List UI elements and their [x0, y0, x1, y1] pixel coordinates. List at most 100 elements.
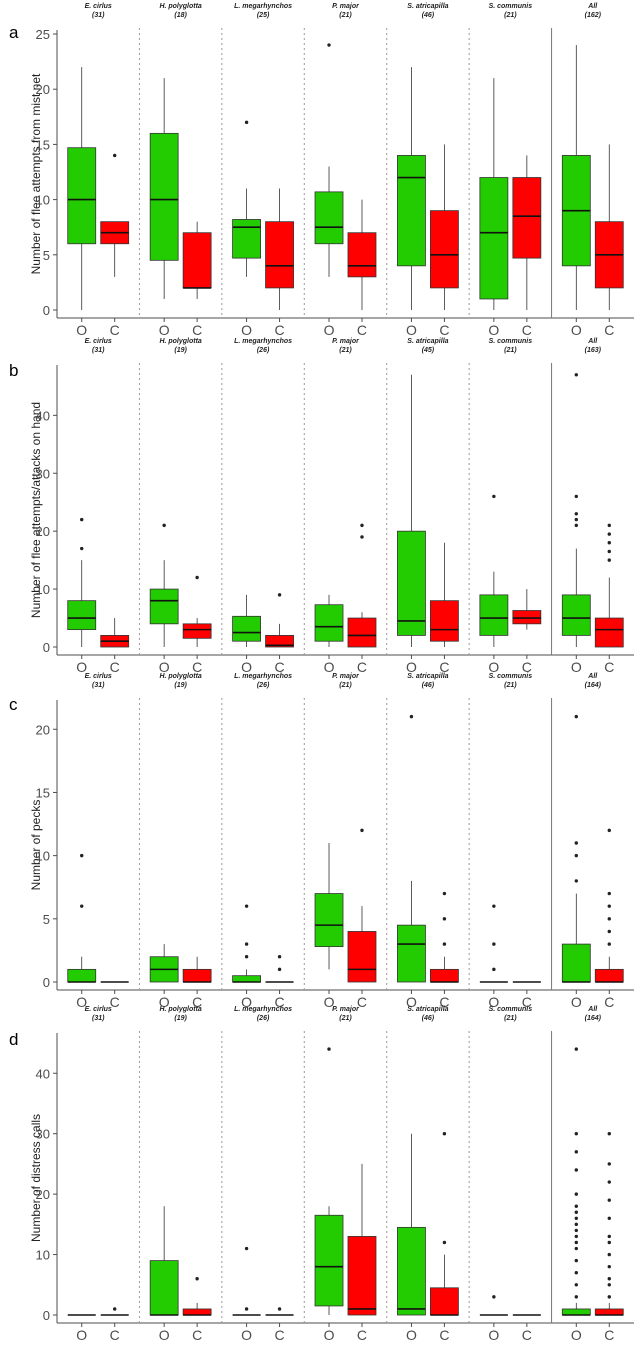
facet-p--major: P. major (21) O C: [303, 673, 377, 1010]
box-o: [397, 155, 426, 267]
box-o: [397, 924, 426, 983]
facet-e--cirlus: E. cirlus (31) O C: [67, 673, 129, 1010]
outlier-point: [607, 1131, 611, 1136]
species-name: L. megarhynchos: [234, 338, 292, 345]
box-o: [561, 943, 591, 983]
y-tick-label: 10: [36, 849, 50, 864]
box-c: [347, 232, 377, 278]
species-name: S. atricapilla: [407, 673, 448, 680]
y-tick-label: 0: [43, 1308, 50, 1323]
species-count: (21): [339, 1015, 352, 1022]
y-tick-label: 20: [36, 722, 50, 737]
species-name: All: [587, 673, 598, 680]
facet-h--polyglotta: H. polyglotta (18) O C: [138, 3, 212, 338]
outlier-point: [113, 1307, 117, 1311]
facet-l--megarhynchos: L. megarhynchos (26) O C: [221, 1006, 294, 1343]
outlier-point: [492, 904, 496, 908]
outlier-point: [574, 714, 578, 719]
species-count: (21): [504, 682, 517, 689]
outlier-point: [113, 153, 117, 158]
x-tick-label: O: [324, 659, 335, 675]
x-tick-label: O: [571, 994, 582, 1010]
x-tick-label: C: [604, 994, 614, 1010]
x-tick-label: C: [522, 1327, 532, 1343]
outlier-point: [80, 853, 84, 858]
outlier-point: [607, 1234, 611, 1239]
x-tick-label: C: [604, 659, 614, 675]
y-tick-label: 20: [36, 524, 50, 539]
outlier-point: [574, 1283, 578, 1287]
y-tick-label: 20: [36, 82, 50, 97]
outlier-point: [277, 967, 282, 972]
species-count: (31): [92, 347, 105, 354]
box-o: [397, 1226, 426, 1316]
species-name: H. polyglotta: [159, 673, 201, 680]
y-tick-label: 15: [36, 785, 50, 800]
y-axis-label: Number of distress calls: [29, 1114, 43, 1242]
species-name: All: [587, 338, 598, 345]
x-tick-label: C: [439, 322, 449, 338]
x-tick-label: C: [522, 659, 532, 675]
x-tick-label: O: [406, 1327, 417, 1343]
outlier-point: [442, 1240, 447, 1245]
species-name: E. cirlus: [85, 1006, 112, 1013]
facet-e--cirlus: E. cirlus (31) O C: [67, 3, 130, 338]
y-tick-label: 15: [36, 137, 50, 152]
box-o: [232, 615, 261, 642]
facet-s--communis: S. communis (21) O C: [468, 673, 541, 1010]
y-tick-label: 5: [43, 912, 50, 927]
y-tick-label: 30: [36, 1127, 50, 1142]
species-count: (162): [585, 12, 602, 19]
outlier-point: [360, 523, 364, 528]
species-name: S. communis: [489, 673, 533, 680]
species-count: (19): [174, 682, 187, 689]
box-o: [314, 893, 344, 948]
outlier-point: [607, 541, 611, 545]
outlier-point: [607, 1252, 611, 1257]
x-tick-label: O: [241, 659, 252, 675]
outlier-point: [607, 942, 611, 946]
outlier-point: [574, 1216, 578, 1221]
outlier-point: [574, 1240, 578, 1245]
y-tick-label: 0: [43, 975, 50, 990]
outlier-point: [442, 942, 447, 946]
box-c: [265, 221, 294, 289]
outlier-point: [607, 1240, 611, 1245]
x-tick-label: C: [439, 994, 449, 1010]
y-tick-label: 5: [43, 248, 50, 263]
x-tick-label: C: [357, 1327, 367, 1343]
species-name: L. megarhynchos: [234, 673, 292, 680]
outlier-point: [607, 891, 611, 896]
outlier-point: [442, 917, 447, 921]
outlier-point: [607, 1180, 611, 1184]
box-c: [430, 210, 459, 289]
outlier-point: [607, 929, 611, 934]
y-tick-label: 40: [36, 1066, 50, 1081]
y-axis-label: Number of pecks: [29, 800, 43, 891]
facet-all: All (164) O C: [551, 673, 624, 1010]
facet-s--atricapilla: S. atricapilla (46) O C: [386, 673, 459, 1010]
outlier-point: [574, 1131, 578, 1136]
box-o: [232, 975, 261, 983]
x-tick-label: O: [571, 659, 582, 675]
outlier-point: [244, 1246, 249, 1251]
box-o: [67, 600, 97, 631]
x-tick-label: C: [522, 994, 532, 1010]
species-name: S. communis: [489, 338, 533, 345]
outlier-point: [80, 546, 84, 551]
box-o: [67, 968, 97, 983]
box-c: [182, 968, 212, 983]
outlier-point: [607, 1162, 611, 1166]
facet-all: All (162) O C: [551, 3, 624, 338]
species-count: (19): [174, 347, 187, 354]
box-o: [561, 594, 591, 636]
x-tick-label: O: [76, 659, 87, 675]
x-tick-label: O: [488, 322, 499, 338]
panel-letter: a: [9, 23, 19, 42]
box-o: [397, 530, 426, 636]
outlier-point: [162, 523, 166, 528]
outlier-point: [574, 853, 578, 858]
outlier-point: [574, 1204, 578, 1208]
